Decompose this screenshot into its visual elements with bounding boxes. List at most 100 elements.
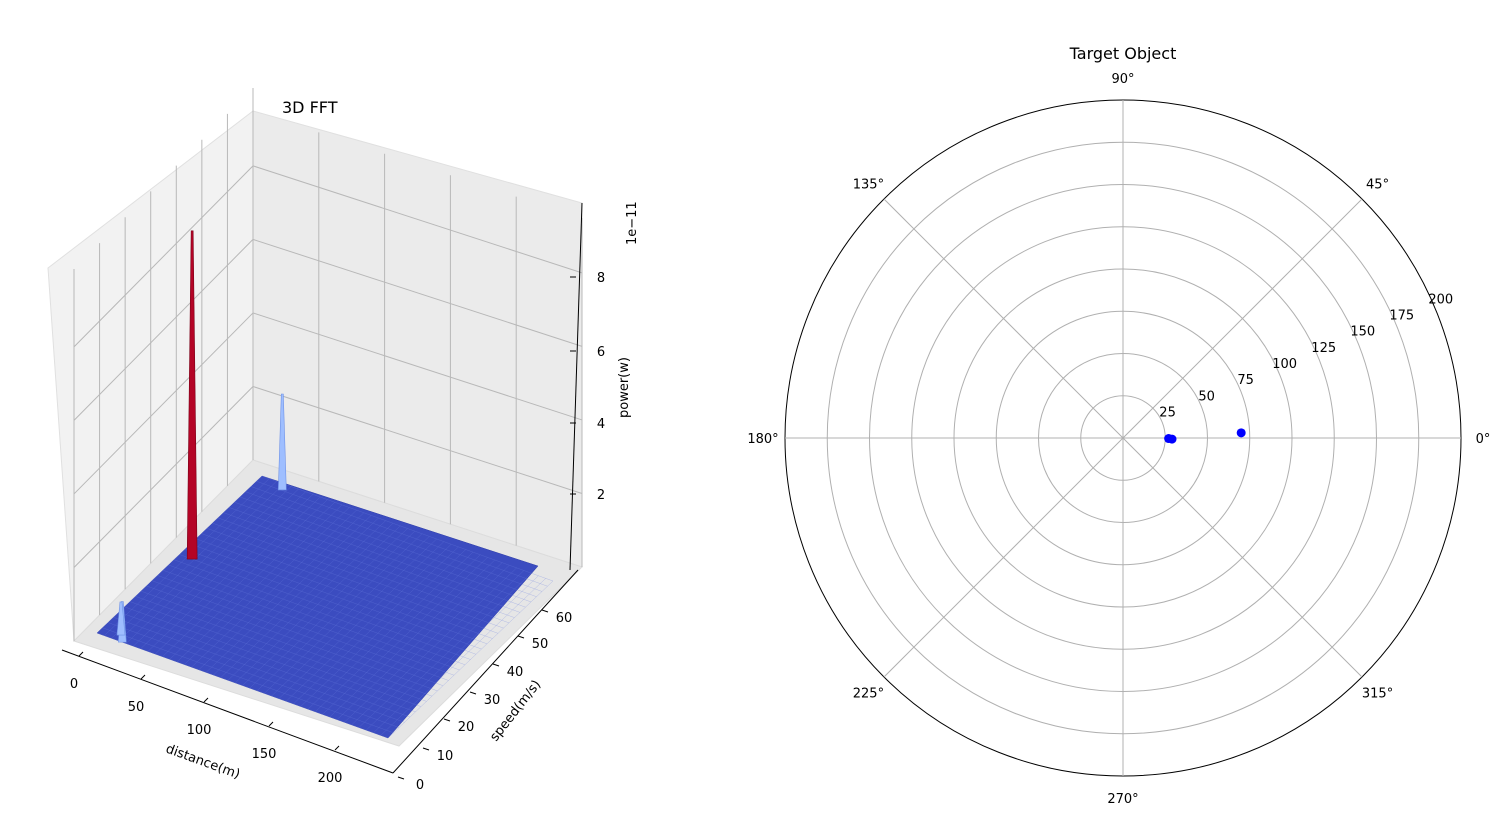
mesh-line xyxy=(157,575,449,681)
y-tick-mark xyxy=(443,718,451,722)
x-tick-mark xyxy=(268,721,274,727)
mesh-line xyxy=(190,543,482,650)
z-axis-line xyxy=(569,202,583,571)
mesh-line xyxy=(234,502,526,608)
r-tick-label: 25 xyxy=(1159,406,1176,421)
mesh-line xyxy=(250,486,543,592)
z-grid-back xyxy=(252,385,583,494)
y-tick-mark xyxy=(541,609,549,613)
mesh-line xyxy=(135,596,427,702)
mesh-line xyxy=(206,528,499,634)
r-tick-label: 75 xyxy=(1237,373,1254,388)
polar-ticks: 0° 45° 90° 135° 180° 225° 270° 315° 25 50 75 100 125… xyxy=(747,72,1490,807)
surface-chart: 0 50 100 150 200 0 10 20 30 40 50 60 2 4 6 8 3D FFT dis… xyxy=(47,88,640,793)
ticks-3d: 0 50 100 150 200 0 10 20 30 40 50 60 2 4 6 8 xyxy=(70,271,605,793)
polar-spoke xyxy=(883,437,1124,678)
y-tick-mark xyxy=(492,663,500,667)
z-tick-label: 4 xyxy=(597,417,605,432)
z-grid-back xyxy=(252,312,583,421)
mesh-line xyxy=(261,475,554,582)
polar-spoke xyxy=(883,198,1124,439)
theta-tick-label: 180° xyxy=(747,432,778,447)
polar-points xyxy=(1164,428,1246,444)
mesh-line xyxy=(146,585,438,692)
theta-tick-label: 45° xyxy=(1366,177,1389,192)
mesh-line xyxy=(239,496,532,603)
x-tick-label: 50 xyxy=(128,700,145,715)
theta-tick-label: 315° xyxy=(1362,687,1393,702)
z-grid-back xyxy=(252,165,583,274)
x-axis-line xyxy=(61,649,394,774)
surface-peak xyxy=(186,230,198,560)
theta-tick-label: 90° xyxy=(1111,72,1134,87)
z-grid-left xyxy=(73,239,254,421)
mesh-line xyxy=(179,554,471,660)
surface-peaks xyxy=(116,230,287,643)
y-tick-mark xyxy=(422,747,430,751)
r-tick-label: 100 xyxy=(1272,357,1297,372)
y-tick-mark xyxy=(469,691,477,695)
polar-spoke xyxy=(1122,198,1363,439)
r-tick-label: 175 xyxy=(1389,309,1414,324)
theta-tick-label: 0° xyxy=(1476,432,1491,447)
chart-title-polar: Target Object xyxy=(1069,44,1177,63)
z-axis-label: power(w) xyxy=(617,357,632,418)
z-grid-left xyxy=(73,386,254,568)
mesh-line xyxy=(217,517,510,624)
z-offset-label: 1e−11 xyxy=(625,201,640,245)
r-tick-label: 50 xyxy=(1198,389,1215,404)
target-point xyxy=(1236,428,1246,438)
y-tick-mark xyxy=(397,776,405,780)
x-tick-mark xyxy=(78,651,84,657)
y-axis-line xyxy=(392,569,579,774)
mesh-line xyxy=(184,549,477,655)
mesh-line xyxy=(228,507,521,613)
z-grid-left xyxy=(73,312,254,495)
polar-chart: 0° 45° 90° 135° 180° 225° 270° 315° 25 50 75 100 125… xyxy=(747,44,1490,807)
surface-peak xyxy=(116,601,126,636)
theta-tick-label: 270° xyxy=(1107,792,1138,807)
mesh-line xyxy=(102,627,394,733)
r-tick-label: 150 xyxy=(1350,325,1375,340)
y-tick-label: 0 xyxy=(416,778,424,793)
mesh-line xyxy=(124,606,416,712)
y-axis-label: speed(m/s) xyxy=(487,678,544,745)
mesh-line xyxy=(113,617,405,723)
mesh-line xyxy=(107,622,400,728)
mesh-line xyxy=(151,580,444,686)
x-axis-label: distance(m) xyxy=(164,742,242,783)
z-grid-left xyxy=(73,165,254,348)
target-point xyxy=(1164,434,1174,444)
x-tick-mark xyxy=(203,697,209,703)
y-tick-label: 40 xyxy=(507,665,524,680)
z-tick-label: 2 xyxy=(597,488,605,503)
y-tick-label: 60 xyxy=(556,611,573,626)
mesh-line xyxy=(129,601,422,707)
r-tick-label: 125 xyxy=(1311,341,1336,356)
mesh-line xyxy=(245,491,537,597)
x-tick-mark xyxy=(334,745,340,751)
mesh-line xyxy=(223,512,515,618)
x-tick-label: 200 xyxy=(318,771,343,786)
mesh-line xyxy=(118,611,411,718)
x-tick-label: 150 xyxy=(252,747,277,762)
mesh-line xyxy=(256,481,548,587)
theta-tick-label: 135° xyxy=(853,177,884,192)
mesh-line xyxy=(168,564,460,671)
y-tick-label: 10 xyxy=(437,749,454,764)
mesh-line xyxy=(173,559,466,665)
x-tick-label: 0 xyxy=(70,677,78,692)
polar-grid xyxy=(784,99,1462,777)
y-tick-label: 20 xyxy=(458,720,475,735)
x-tick-label: 100 xyxy=(187,723,212,738)
mesh-line xyxy=(96,632,389,739)
y-tick-mark xyxy=(517,635,525,639)
chart-title-3d: 3D FFT xyxy=(282,98,338,117)
r-tick-label: 200 xyxy=(1428,292,1453,307)
y-tick-label: 50 xyxy=(532,637,549,652)
mesh-line xyxy=(212,522,504,629)
x-tick-mark xyxy=(140,674,146,680)
polar-spoke xyxy=(1122,437,1363,678)
z-tick-label: 8 xyxy=(597,271,605,286)
